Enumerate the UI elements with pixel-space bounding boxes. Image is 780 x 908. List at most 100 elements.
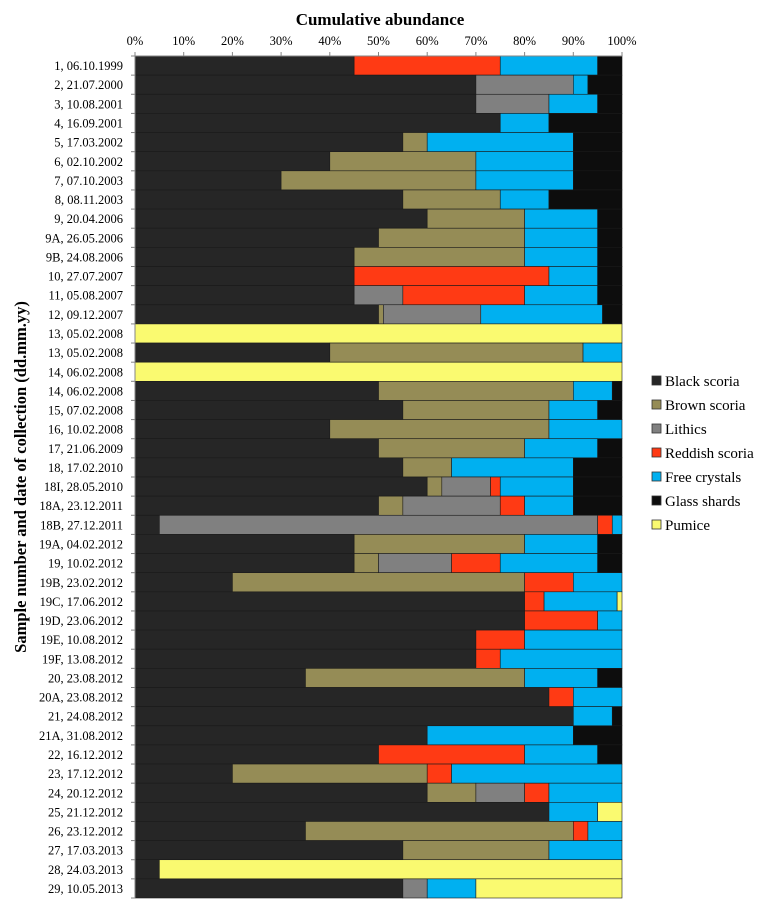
- bar-segment-glass-shards: [611, 381, 623, 401]
- bar-segment-black-scoria: [134, 802, 550, 822]
- x-tick-label: 20%: [221, 34, 244, 48]
- y-tick-label: 19C, 17.06.2012: [40, 595, 123, 609]
- bar-segment-black-scoria: [134, 457, 404, 478]
- bar-segment-pumice: [597, 802, 623, 822]
- bar-segment-black-scoria: [134, 400, 404, 420]
- bar-segment-glass-shards: [597, 438, 623, 459]
- bars: [134, 55, 623, 899]
- bar-segment-reddish-scoria: [402, 285, 525, 306]
- bar-segment-glass-shards: [597, 227, 623, 248]
- y-tick-label: 19E, 10.08.2012: [40, 633, 123, 647]
- bar-segment-reddish-scoria: [475, 648, 501, 669]
- bar-segment-lithics: [475, 74, 574, 95]
- bar-segment-glass-shards: [548, 189, 623, 210]
- bar-segment-brown-scoria: [329, 419, 550, 440]
- bar-segment-free-crystals: [524, 285, 598, 306]
- x-tick-label: 0%: [127, 34, 144, 48]
- bar-segment-free-crystals: [451, 763, 623, 784]
- bar-segment-reddish-scoria: [378, 744, 525, 765]
- y-tick-label: 20A, 23.08.2012: [39, 691, 123, 705]
- legend-swatch: [651, 399, 662, 410]
- y-tick-label: 14, 06.02.2008: [48, 365, 123, 379]
- bar-segment-glass-shards: [548, 113, 623, 133]
- bar-segment-black-scoria: [134, 74, 477, 95]
- bar-segment-reddish-scoria: [524, 782, 550, 803]
- bar-segment-free-crystals: [524, 744, 598, 765]
- bar-segment-glass-shards: [572, 457, 623, 478]
- x-tick-label: 70%: [464, 34, 487, 48]
- y-tick-label: 6, 02.10.2002: [54, 155, 123, 169]
- bar-segment-brown-scoria: [402, 840, 550, 861]
- y-tick-label: 27, 17.03.2013: [48, 844, 123, 858]
- bar-segment-black-scoria: [134, 572, 233, 593]
- y-tick-label: 18A, 23.12.2011: [39, 499, 123, 513]
- legend-label: Reddish scoria: [665, 446, 754, 462]
- bar-segment-glass-shards: [597, 55, 623, 76]
- bar-segment-brown-scoria: [402, 132, 428, 152]
- y-tick-label: 18I, 28.05.2010: [44, 480, 123, 494]
- bar-segment-free-crystals: [548, 266, 598, 286]
- bar-segment-black-scoria: [134, 763, 233, 784]
- bar-segment-black-scoria: [134, 514, 160, 535]
- bar-segment-free-crystals: [587, 821, 623, 841]
- y-tick-label: 9A, 26.05.2006: [45, 231, 123, 245]
- bar-segment-black-scoria: [134, 859, 160, 880]
- x-tick-label: 60%: [416, 34, 439, 48]
- bar-segment-brown-scoria: [353, 247, 525, 267]
- bar-segment-black-scoria: [134, 93, 477, 114]
- legend-label: Lithics: [665, 422, 707, 438]
- bar-segment-reddish-scoria: [524, 591, 545, 612]
- x-tick-label: 40%: [318, 34, 341, 48]
- bar-segment-glass-shards: [597, 668, 623, 688]
- bar-segment-pumice: [134, 323, 623, 344]
- bar-segment-lithics: [402, 878, 428, 899]
- bar-segment-free-crystals: [499, 476, 574, 497]
- bar-segment-glass-shards: [597, 266, 623, 286]
- y-tick-label: 22, 16.12.2012: [48, 748, 123, 762]
- bar-segment-pumice: [616, 591, 623, 612]
- bar-segment-brown-scoria: [353, 553, 379, 573]
- bar-segment-black-scoria: [134, 132, 404, 152]
- legend-label: Black scoria: [665, 374, 740, 390]
- bar-segment-black-scoria: [134, 113, 501, 133]
- x-tick-label: 90%: [562, 34, 585, 48]
- bar-segment-black-scoria: [134, 189, 404, 210]
- bar-segment-brown-scoria: [426, 208, 525, 229]
- bar-segment-brown-scoria: [329, 342, 584, 363]
- bar-segment-reddish-scoria: [524, 610, 598, 631]
- bar-segment-reddish-scoria: [353, 266, 550, 286]
- y-tick-label: 9B, 24.08.2006: [46, 250, 123, 264]
- bar-segment-brown-scoria: [305, 668, 525, 688]
- bar-segment-black-scoria: [134, 687, 550, 707]
- y-tick-label: 9, 20.04.2006: [54, 212, 123, 226]
- bar-segment-brown-scoria: [378, 381, 574, 401]
- bar-segment-free-crystals: [524, 534, 598, 554]
- bar-segment-free-crystals: [572, 706, 613, 727]
- y-tick-label: 21A, 31.08.2012: [39, 729, 123, 743]
- bar-segment-free-crystals: [426, 725, 574, 746]
- bar-segment-black-scoria: [134, 744, 379, 765]
- bar-segment-lithics: [441, 476, 491, 497]
- bar-segment-black-scoria: [134, 878, 404, 899]
- bar-segment-black-scoria: [134, 381, 379, 401]
- bar-segment-glass-shards: [572, 170, 623, 191]
- bar-segment-brown-scoria: [378, 495, 404, 516]
- bar-segment-black-scoria: [134, 725, 428, 746]
- bar-segment-glass-shards: [597, 285, 623, 306]
- y-tick-label: 19F, 13.08.2012: [42, 652, 123, 666]
- y-tick-label: 15, 07.02.2008: [48, 404, 123, 418]
- y-tick-label: 13, 05.02.2008: [48, 346, 123, 360]
- bar-segment-free-crystals: [524, 227, 598, 248]
- bar-segment-black-scoria: [134, 247, 355, 267]
- bar-segment-free-crystals: [524, 247, 598, 267]
- bar-segment-brown-scoria: [378, 304, 384, 325]
- bar-segment-reddish-scoria: [353, 55, 501, 76]
- bar-segment-pumice: [475, 878, 623, 899]
- bar-segment-glass-shards: [572, 132, 623, 152]
- bar-segment-black-scoria: [134, 591, 525, 612]
- bar-segment-free-crystals: [426, 132, 574, 152]
- x-tick-label: 100%: [607, 34, 636, 48]
- bar-segment-reddish-scoria: [524, 572, 574, 593]
- y-tick-label: 3, 10.08.2001: [54, 97, 123, 111]
- legend-swatch: [651, 495, 662, 506]
